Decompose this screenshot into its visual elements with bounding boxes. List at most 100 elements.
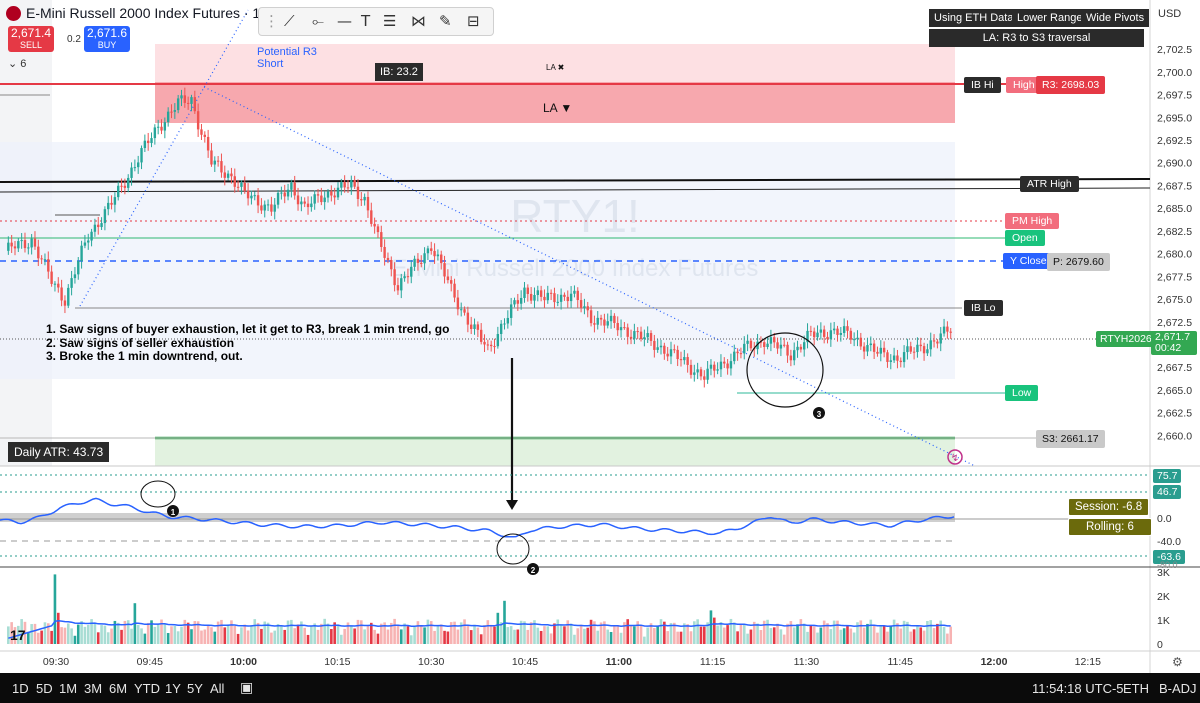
trendline-tool-icon[interactable]: ⟋ [284, 12, 295, 30]
candle-body [576, 290, 579, 301]
volume-bar [726, 625, 729, 644]
candle-body [460, 309, 463, 311]
measure-tool-icon[interactable]: ⊟ [467, 12, 480, 30]
volume-bar [806, 631, 809, 644]
candle-body [270, 204, 273, 212]
chart-header: E-Mini Russell 2000 Index Futures · 1 · … [6, 5, 283, 21]
candle-body [253, 195, 256, 197]
candle-body [476, 324, 480, 330]
candle-body [836, 328, 839, 335]
currency-label[interactable]: USD [1158, 8, 1182, 20]
range-all[interactable]: All [210, 681, 225, 696]
candle-body [403, 276, 406, 279]
drag-handle-icon[interactable]: ⋮ [264, 12, 279, 30]
volume-bar [446, 631, 450, 644]
candle-body [649, 333, 653, 341]
volume-bar [346, 622, 350, 644]
candle-body [842, 326, 846, 333]
candle-body [117, 185, 120, 198]
candle-body [170, 111, 173, 113]
volume-bar [799, 619, 803, 644]
volume-bar [393, 618, 396, 644]
sell-button[interactable]: 2,671.4 SELL [8, 26, 54, 52]
text-tool-icon[interactable]: T [361, 12, 371, 30]
range-3m[interactable]: 3M [84, 681, 103, 696]
candle-body [909, 346, 912, 352]
volume-bar [433, 630, 436, 644]
watermark-symbol: RTY1! [510, 190, 640, 242]
candle-body [529, 293, 533, 301]
range-5y[interactable]: 5Y [187, 681, 203, 696]
range-1m[interactable]: 1M [59, 681, 78, 696]
volume-bar [766, 619, 769, 644]
range-5d[interactable]: 5D [36, 681, 53, 696]
buy-button[interactable]: 2,671.6 BUY [84, 26, 130, 52]
volume-bar [110, 628, 113, 644]
range-ytd[interactable]: YTD [134, 681, 160, 696]
range-1y[interactable]: 1Y [165, 681, 181, 696]
volume-bar [683, 623, 686, 644]
volume-bar [266, 622, 270, 644]
candle-body [316, 194, 320, 196]
tradingview-logo-icon[interactable]: 17 [10, 627, 26, 643]
candle-body [589, 310, 593, 324]
price-tick: 2,665.0 [1157, 385, 1192, 397]
candle-body [729, 361, 733, 369]
volume-bar [756, 623, 759, 644]
volume-bar [579, 624, 583, 644]
candle-body [533, 294, 536, 301]
session-toggle[interactable]: ETH [1123, 681, 1149, 696]
volume-bar [586, 627, 590, 644]
candle-body [423, 253, 426, 264]
brush-tool-icon[interactable]: ✎ [439, 12, 452, 30]
volume-bar [762, 620, 766, 644]
using-eth-button[interactable]: Using ETH Data [929, 9, 1019, 27]
candle-body [386, 257, 390, 260]
date-range-icon[interactable]: ▣ [240, 679, 254, 695]
candle-body [839, 332, 843, 335]
low-label: Low [1005, 385, 1039, 401]
candle-body [280, 192, 283, 194]
lower-range-button[interactable]: Lower Range [1012, 9, 1088, 27]
candle-body [446, 276, 450, 281]
wide-pivots-button[interactable]: Wide Pivots [1081, 9, 1150, 27]
candle-body [310, 203, 313, 208]
candle-body [216, 160, 220, 162]
volume-bar [563, 626, 566, 644]
candle-body [829, 330, 833, 340]
range-6m[interactable]: 6M [109, 681, 128, 696]
volume-tick: 1K [1157, 615, 1170, 627]
candle-body [916, 344, 919, 353]
candle-body [163, 122, 167, 131]
candle-body [799, 346, 803, 350]
candle-body [516, 300, 520, 304]
time-tick: 11:30 [794, 656, 820, 668]
candle-body [70, 278, 73, 288]
horizontal-ray-icon[interactable]: ⟜ [312, 12, 325, 30]
candle-body [50, 271, 53, 284]
symbol-title[interactable]: E-Mini Russell 2000 Index Futures · 1 · … [26, 5, 283, 21]
clock[interactable]: 11:54:18 UTC-5 [1032, 681, 1124, 696]
candle-body [603, 319, 606, 326]
chart-canvas[interactable]: RTY1! E-Mini Russell 2000 Index Futures … [0, 0, 1200, 673]
horizontal-line-icon[interactable]: — [337, 12, 352, 30]
interval-badge[interactable]: ⌄ 6 [8, 58, 27, 70]
price-tick: 2,660.0 [1157, 430, 1192, 442]
candle-body [676, 349, 679, 360]
volume-bar [370, 622, 373, 644]
candle-body [733, 351, 736, 362]
parallel-channel-icon[interactable]: ☰ [383, 12, 397, 30]
candle-body [673, 349, 676, 351]
candle-body [20, 240, 23, 242]
adjustment-toggle[interactable]: B-ADJ [1159, 681, 1197, 696]
pitchfork-icon[interactable]: ⋈ [411, 12, 426, 30]
volume-bar [343, 628, 346, 644]
volume-bar [356, 619, 360, 644]
settings-gear-icon[interactable]: ⚙ [1172, 655, 1183, 669]
range-1d[interactable]: 1D [12, 681, 29, 696]
volume-bar [196, 621, 200, 644]
candle-body [639, 331, 643, 339]
candle-body [60, 287, 63, 301]
volume-bar [176, 631, 180, 644]
price-tick: 2,680.0 [1157, 249, 1192, 261]
